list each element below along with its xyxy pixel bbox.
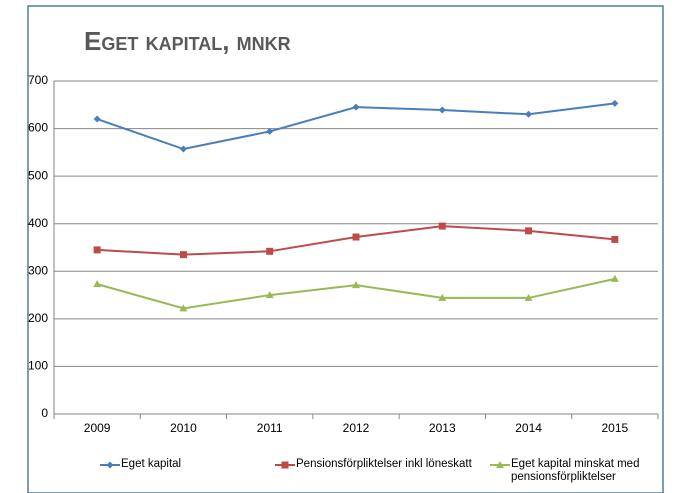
- y-tick-label: 700: [28, 73, 48, 87]
- data-point: [179, 304, 188, 312]
- x-tick-label: 2009: [84, 421, 111, 435]
- frame: [27, 5, 664, 493]
- data-point: [266, 127, 274, 135]
- data-point: [525, 227, 533, 235]
- data-point: [93, 246, 101, 254]
- x-tick-label: 2015: [602, 421, 629, 435]
- data-point: [524, 293, 533, 301]
- legend-marker: [281, 461, 289, 469]
- legend-label: Eget kapital minskat med pensionsförplik…: [511, 458, 640, 483]
- data-point: [438, 293, 447, 301]
- data-point: [93, 280, 102, 288]
- data-point: [93, 115, 101, 123]
- y-tick-label: 600: [28, 121, 48, 135]
- data-point: [179, 145, 187, 153]
- y-tick-label: 300: [28, 263, 48, 277]
- data-point: [525, 110, 533, 118]
- y-tick-label: 500: [28, 168, 48, 182]
- x-tick-label: 2011: [257, 421, 283, 435]
- chart-title: Eget kapital, mnkr: [84, 26, 291, 56]
- data-point: [352, 103, 360, 111]
- data-point: [611, 99, 619, 107]
- y-tick-label: 100: [28, 359, 48, 373]
- data-point: [611, 235, 619, 243]
- data-point: [438, 222, 446, 230]
- legend-label: Eget kapital: [121, 458, 182, 470]
- data-point: [352, 233, 360, 241]
- x-tick-label: 2010: [170, 421, 197, 435]
- y-tick-label: 400: [28, 216, 48, 230]
- legend-marker: [496, 461, 504, 468]
- data-point: [610, 274, 619, 282]
- legend-label: Pensionsförpliktelser inkl löneskatt: [296, 458, 472, 470]
- data-point: [265, 291, 274, 299]
- y-tick-label: 0: [41, 406, 48, 420]
- data-point: [266, 247, 274, 255]
- data-point: [438, 106, 446, 114]
- data-point: [352, 281, 360, 289]
- y-tick-label: 200: [28, 311, 48, 325]
- x-tick-label: 2013: [429, 421, 456, 435]
- x-tick-label: 2014: [515, 421, 542, 435]
- data-point: [179, 251, 187, 259]
- legend-marker: [106, 461, 114, 469]
- x-tick-label: 2012: [343, 421, 370, 435]
